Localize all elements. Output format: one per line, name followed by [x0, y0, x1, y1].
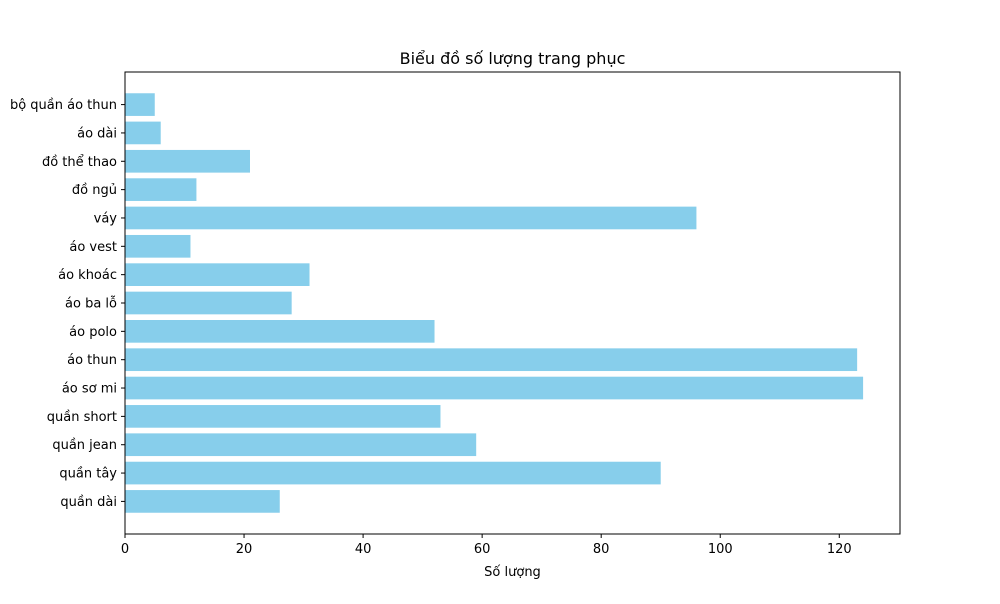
- y-tick-label: đồ thể thao: [42, 155, 117, 170]
- y-tick-label: áo ba lỗ: [65, 297, 117, 312]
- bar: [125, 291, 292, 315]
- plot-frame: [124, 71, 901, 535]
- bar: [125, 348, 858, 372]
- y-tick-label: áo vest: [69, 240, 117, 255]
- bar: [125, 320, 435, 343]
- bar: [125, 234, 191, 258]
- y-tick-label: váy: [94, 211, 118, 226]
- y-tick-label: quần jean: [52, 438, 117, 453]
- bar: [125, 263, 310, 286]
- chart-title: Biểu đồ số lượng trang phục: [400, 49, 626, 68]
- bar: [125, 206, 697, 230]
- y-tick-label: áo khoác: [58, 268, 117, 283]
- bar: [125, 461, 661, 485]
- y-axis-ticks: quần dài quần tây quần jean quần short áo sơ…: [10, 98, 125, 510]
- y-tick-label: áo thun: [67, 353, 117, 368]
- bars-group: [125, 93, 864, 513]
- x-tick-label: 40: [355, 542, 372, 557]
- x-tick-label: 20: [236, 542, 253, 557]
- bar: [125, 433, 477, 457]
- y-tick-label: áo polo: [69, 325, 117, 340]
- y-tick-label: đồ ngủ: [72, 183, 117, 198]
- bar: [125, 121, 161, 145]
- bar: [125, 490, 280, 513]
- bar: [125, 405, 441, 428]
- bar: [125, 376, 864, 400]
- bar: [125, 178, 197, 201]
- y-tick-label: bộ quần áo thun: [10, 98, 117, 113]
- y-tick-label: quần dài: [60, 495, 117, 510]
- x-tick-label: 100: [708, 542, 733, 557]
- y-tick-label: quần short: [47, 410, 117, 425]
- y-tick-label: quần tây: [59, 467, 117, 482]
- x-tick-label: 80: [593, 542, 610, 557]
- x-tick-label: 60: [474, 542, 491, 557]
- y-tick-label: áo dài: [77, 126, 117, 141]
- x-tick-label: 120: [827, 542, 852, 557]
- x-axis-ticks: 0 20 40 60 80 100 120: [121, 534, 852, 557]
- x-axis-label: Số lượng: [484, 565, 541, 580]
- y-tick-label: áo sơ mi: [62, 382, 117, 397]
- bar: [125, 149, 250, 173]
- bar: [125, 93, 155, 116]
- x-tick-label: 0: [121, 542, 129, 557]
